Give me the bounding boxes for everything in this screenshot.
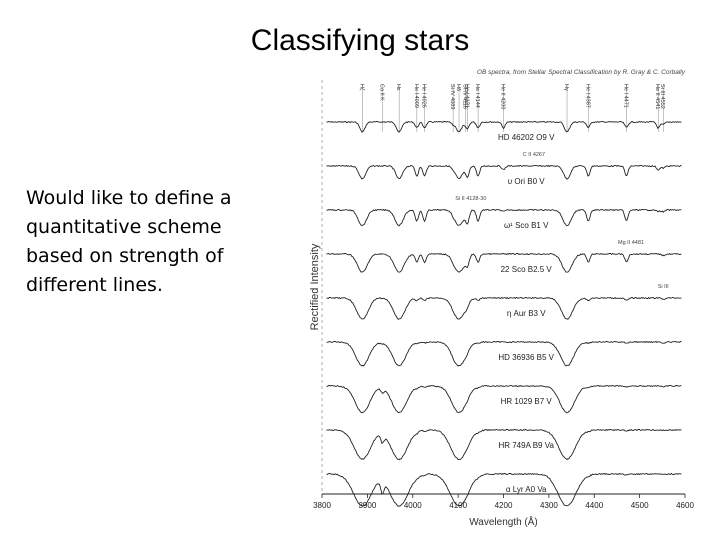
spectrum-line xyxy=(326,164,682,180)
body-text: Would like to define a quantitative sche… xyxy=(26,184,306,300)
spectrum-line xyxy=(326,296,682,320)
x-tick-label: 4500 xyxy=(631,501,649,510)
annotation: C II 4267 xyxy=(523,152,545,158)
spectra-chart: OB spectra, from Stellar Spectral Classi… xyxy=(300,62,700,532)
body-line-2: quantitative scheme xyxy=(26,216,222,238)
line-marker-label: He II 4200 xyxy=(500,84,506,109)
spectrum-label: α Lyr A0 Va xyxy=(506,485,547,494)
x-tick-label: 3800 xyxy=(313,501,331,510)
spectrum-label: η Aur B3 V xyxy=(507,309,546,318)
x-axis-label: Wavelength (Å) xyxy=(469,515,538,528)
x-tick-label: 4200 xyxy=(495,501,513,510)
line-marker-label: Si III 4552 xyxy=(659,84,665,109)
line-marker-label: Hε xyxy=(395,84,401,91)
spectrum-line xyxy=(326,428,682,461)
x-tick-label: 4300 xyxy=(540,501,558,510)
spectrum-label: 22 Sco B2.5 V xyxy=(501,265,553,274)
x-tick-label: 4400 xyxy=(585,501,603,510)
line-marker-label: He I 4009 xyxy=(413,84,419,108)
line-marker-label: He I 4121 xyxy=(464,84,470,108)
x-tick-label: 3900 xyxy=(358,501,376,510)
annotation: Si III xyxy=(658,284,669,290)
spectrum-line xyxy=(326,472,682,507)
line-marker-label: Ca II K xyxy=(378,84,384,101)
body-line-3: based on strength of xyxy=(26,245,224,267)
spectrum-label: HD 36936 B5 V xyxy=(498,353,554,362)
spectrum-label: HR 1029 B7 V xyxy=(501,397,553,406)
x-tick-label: 4600 xyxy=(676,501,694,510)
line-marker-label: Si IV 4089 xyxy=(449,84,455,109)
line-marker-label: He I 4144 xyxy=(474,84,480,108)
spectrum-line xyxy=(326,208,682,227)
annotation: Mg II 4481 xyxy=(618,240,644,246)
slide-title: Classifying stars xyxy=(250,24,470,57)
spectrum-line xyxy=(326,252,682,273)
spectrum-label: ω¹ Sco B1 V xyxy=(504,221,549,230)
x-tick-label: 4000 xyxy=(404,501,422,510)
spectrum-line xyxy=(326,340,682,367)
line-marker-label: He I 4471 xyxy=(622,84,628,108)
body-line-4: different lines. xyxy=(26,274,163,296)
spectrum-label: HR 749A B9 Va xyxy=(498,441,554,450)
line-marker-label: Si IV 4116 xyxy=(461,84,467,109)
annotation: Si II 4128-30 xyxy=(455,196,486,202)
line-marker-label: Hδ xyxy=(455,84,461,91)
line-marker-label: Hζ xyxy=(358,84,364,91)
line-marker-label: He II 4541 xyxy=(654,84,660,109)
body-line-1: Would like to define a xyxy=(26,187,232,209)
spectrum-line xyxy=(326,384,682,414)
line-marker-label: He I 4387 xyxy=(584,84,590,108)
line-marker-label: He I 4026 xyxy=(421,84,427,108)
y-axis-label: Rectified Intensity xyxy=(309,243,321,330)
chart-title: OB spectra, from Stellar Spectral Classi… xyxy=(477,69,686,76)
spectrum-line xyxy=(326,120,682,133)
spectrum-label: HD 46202 O9 V xyxy=(498,133,555,142)
spectrum-label: υ Ori B0 V xyxy=(508,177,545,186)
line-marker-label: Hγ xyxy=(563,84,569,91)
